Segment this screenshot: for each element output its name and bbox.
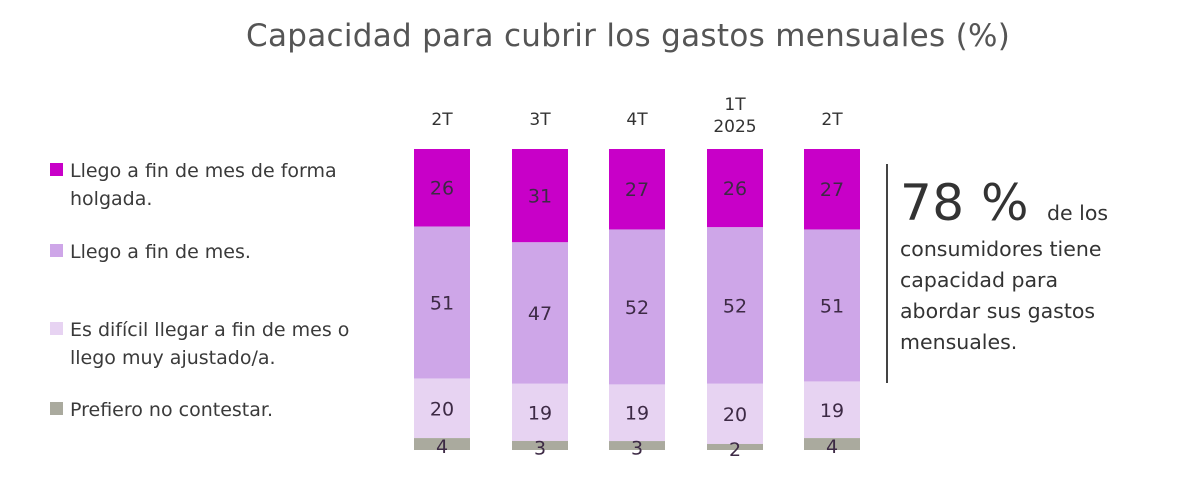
legend-label: Prefiero no contestar. <box>70 399 273 421</box>
category-label: 2T <box>821 110 843 130</box>
bar-segment <box>609 149 665 230</box>
bar-value-label: 19 <box>528 402 552 424</box>
chart-title: Capacidad para cubrir los gastos mensual… <box>246 18 1011 54</box>
bar-value-label: 27 <box>820 179 844 201</box>
bar-segment <box>707 383 763 444</box>
bar-segment <box>707 149 763 228</box>
bar-segment <box>512 149 568 243</box>
bar-value-label: 51 <box>430 292 454 314</box>
bar-value-label: 2 <box>729 439 741 461</box>
legend-item-dificil: Es difícil llegar a fin de mes o llego m… <box>50 316 370 372</box>
legend-swatch-no-contestar <box>50 402 63 415</box>
bar-segment <box>414 226 470 379</box>
bar-segment <box>707 227 763 384</box>
bar-value-label: 26 <box>723 178 747 200</box>
category-label: 4T <box>626 110 648 130</box>
callout-headline: 78 % de los <box>900 172 1170 234</box>
legend-swatch-holgada <box>50 163 63 176</box>
legend-item-no-contestar: Prefiero no contestar. <box>50 396 390 424</box>
category-label: 2T <box>431 110 453 130</box>
bar-value-label: 26 <box>430 178 454 200</box>
legend-item-llego: Llego a fin de mes. <box>50 238 390 266</box>
bar-segment <box>804 381 860 439</box>
bar-value-label: 3 <box>631 438 643 460</box>
bar-value-label: 3 <box>534 437 546 459</box>
legend-label: Llego a fin de mes de forma holgada. <box>70 160 337 210</box>
bar-value-label: 52 <box>625 297 649 319</box>
category-label: 1T 2025 <box>713 95 756 137</box>
bar-value-label: 31 <box>528 186 552 208</box>
bar-value-label: 52 <box>723 296 747 318</box>
bar-segment <box>414 149 470 227</box>
callout-line: mensuales. <box>900 330 1018 354</box>
bar-segment <box>804 229 860 382</box>
bar-value-label: 20 <box>430 398 454 420</box>
legend-label: Llego a fin de mes. <box>70 241 251 263</box>
bar-segment <box>707 443 763 450</box>
bar-segment <box>804 438 860 450</box>
bar-value-label: 51 <box>820 295 844 317</box>
bar-segment <box>609 441 665 450</box>
bar-value-label: 4 <box>436 436 448 458</box>
bar-value-label: 19 <box>820 400 844 422</box>
callout-line: abordar sus gastos <box>900 299 1096 323</box>
bar-segment <box>512 440 568 450</box>
bar-value-label: 47 <box>528 303 552 325</box>
callout-line: consumidores tiene <box>900 237 1102 261</box>
bar-value-label: 4 <box>826 436 838 458</box>
bar-segment <box>804 149 860 230</box>
bar-segment <box>512 383 568 441</box>
bar-value-label: 20 <box>723 404 747 426</box>
bar-segment <box>414 378 470 439</box>
callout-line: capacidad para <box>900 268 1059 292</box>
bar-segment <box>609 384 665 442</box>
bar-segment <box>609 229 665 385</box>
legend-swatch-llego <box>50 244 63 257</box>
legend-label: Es difícil llegar a fin de mes o llego m… <box>70 319 350 369</box>
bar-segment <box>512 242 568 384</box>
category-label: 3T <box>529 110 551 130</box>
callout-value: 78 % <box>900 174 1030 232</box>
callout-divider <box>886 164 888 383</box>
legend-item-holgada: Llego a fin de mes de forma holgada. <box>50 157 390 213</box>
bar-value-label: 19 <box>625 403 649 425</box>
callout-lead: de los <box>1047 201 1109 225</box>
bar-segment <box>414 438 470 450</box>
callout: 78 % de los consumidores tiene capacidad… <box>900 172 1170 358</box>
bar-value-label: 27 <box>625 179 649 201</box>
legend-swatch-dificil <box>50 322 63 335</box>
